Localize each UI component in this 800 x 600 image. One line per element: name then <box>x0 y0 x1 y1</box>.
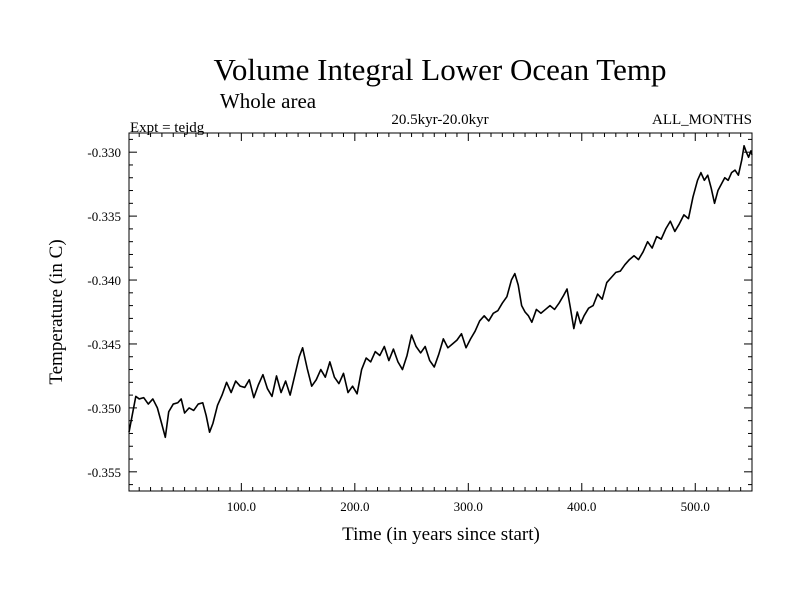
y-axis: -0.355 -0.350 -0.345 -0.340 -0.335 -0.330 <box>87 138 752 486</box>
plot-frame <box>128 132 753 492</box>
y-axis-label: Temperature (in C) <box>46 239 67 384</box>
y-tick-label: -0.355 <box>87 465 121 480</box>
x-axis-label: Time (in years since start) <box>342 524 540 545</box>
months-label: ALL_MONTHS <box>652 112 752 128</box>
series-layer <box>128 144 753 439</box>
y-tick-label: -0.335 <box>87 209 121 224</box>
x-axis: 100.0 200.0 300.0 400.0 500.0 <box>138 133 753 514</box>
x-tick-label: 400.0 <box>567 499 596 514</box>
y-tick-label: -0.340 <box>87 273 121 288</box>
x-tick-label: 200.0 <box>340 499 369 514</box>
x-tick-label: 100.0 <box>227 499 256 514</box>
period-label: 20.5kyr-20.0kyr <box>391 112 488 128</box>
y-tick-label: -0.350 <box>87 401 121 416</box>
y-tick-label: -0.330 <box>87 145 121 160</box>
x-tick-label: 300.0 <box>454 499 483 514</box>
chart-title: Volume Integral Lower Ocean Temp <box>214 52 667 87</box>
experiment-label: Expt = tejdg <box>130 120 205 136</box>
x-tick-label: 500.0 <box>681 499 710 514</box>
series-line <box>128 144 753 439</box>
chart-subtitle: Whole area <box>220 89 317 113</box>
y-tick-label: -0.345 <box>87 337 121 352</box>
